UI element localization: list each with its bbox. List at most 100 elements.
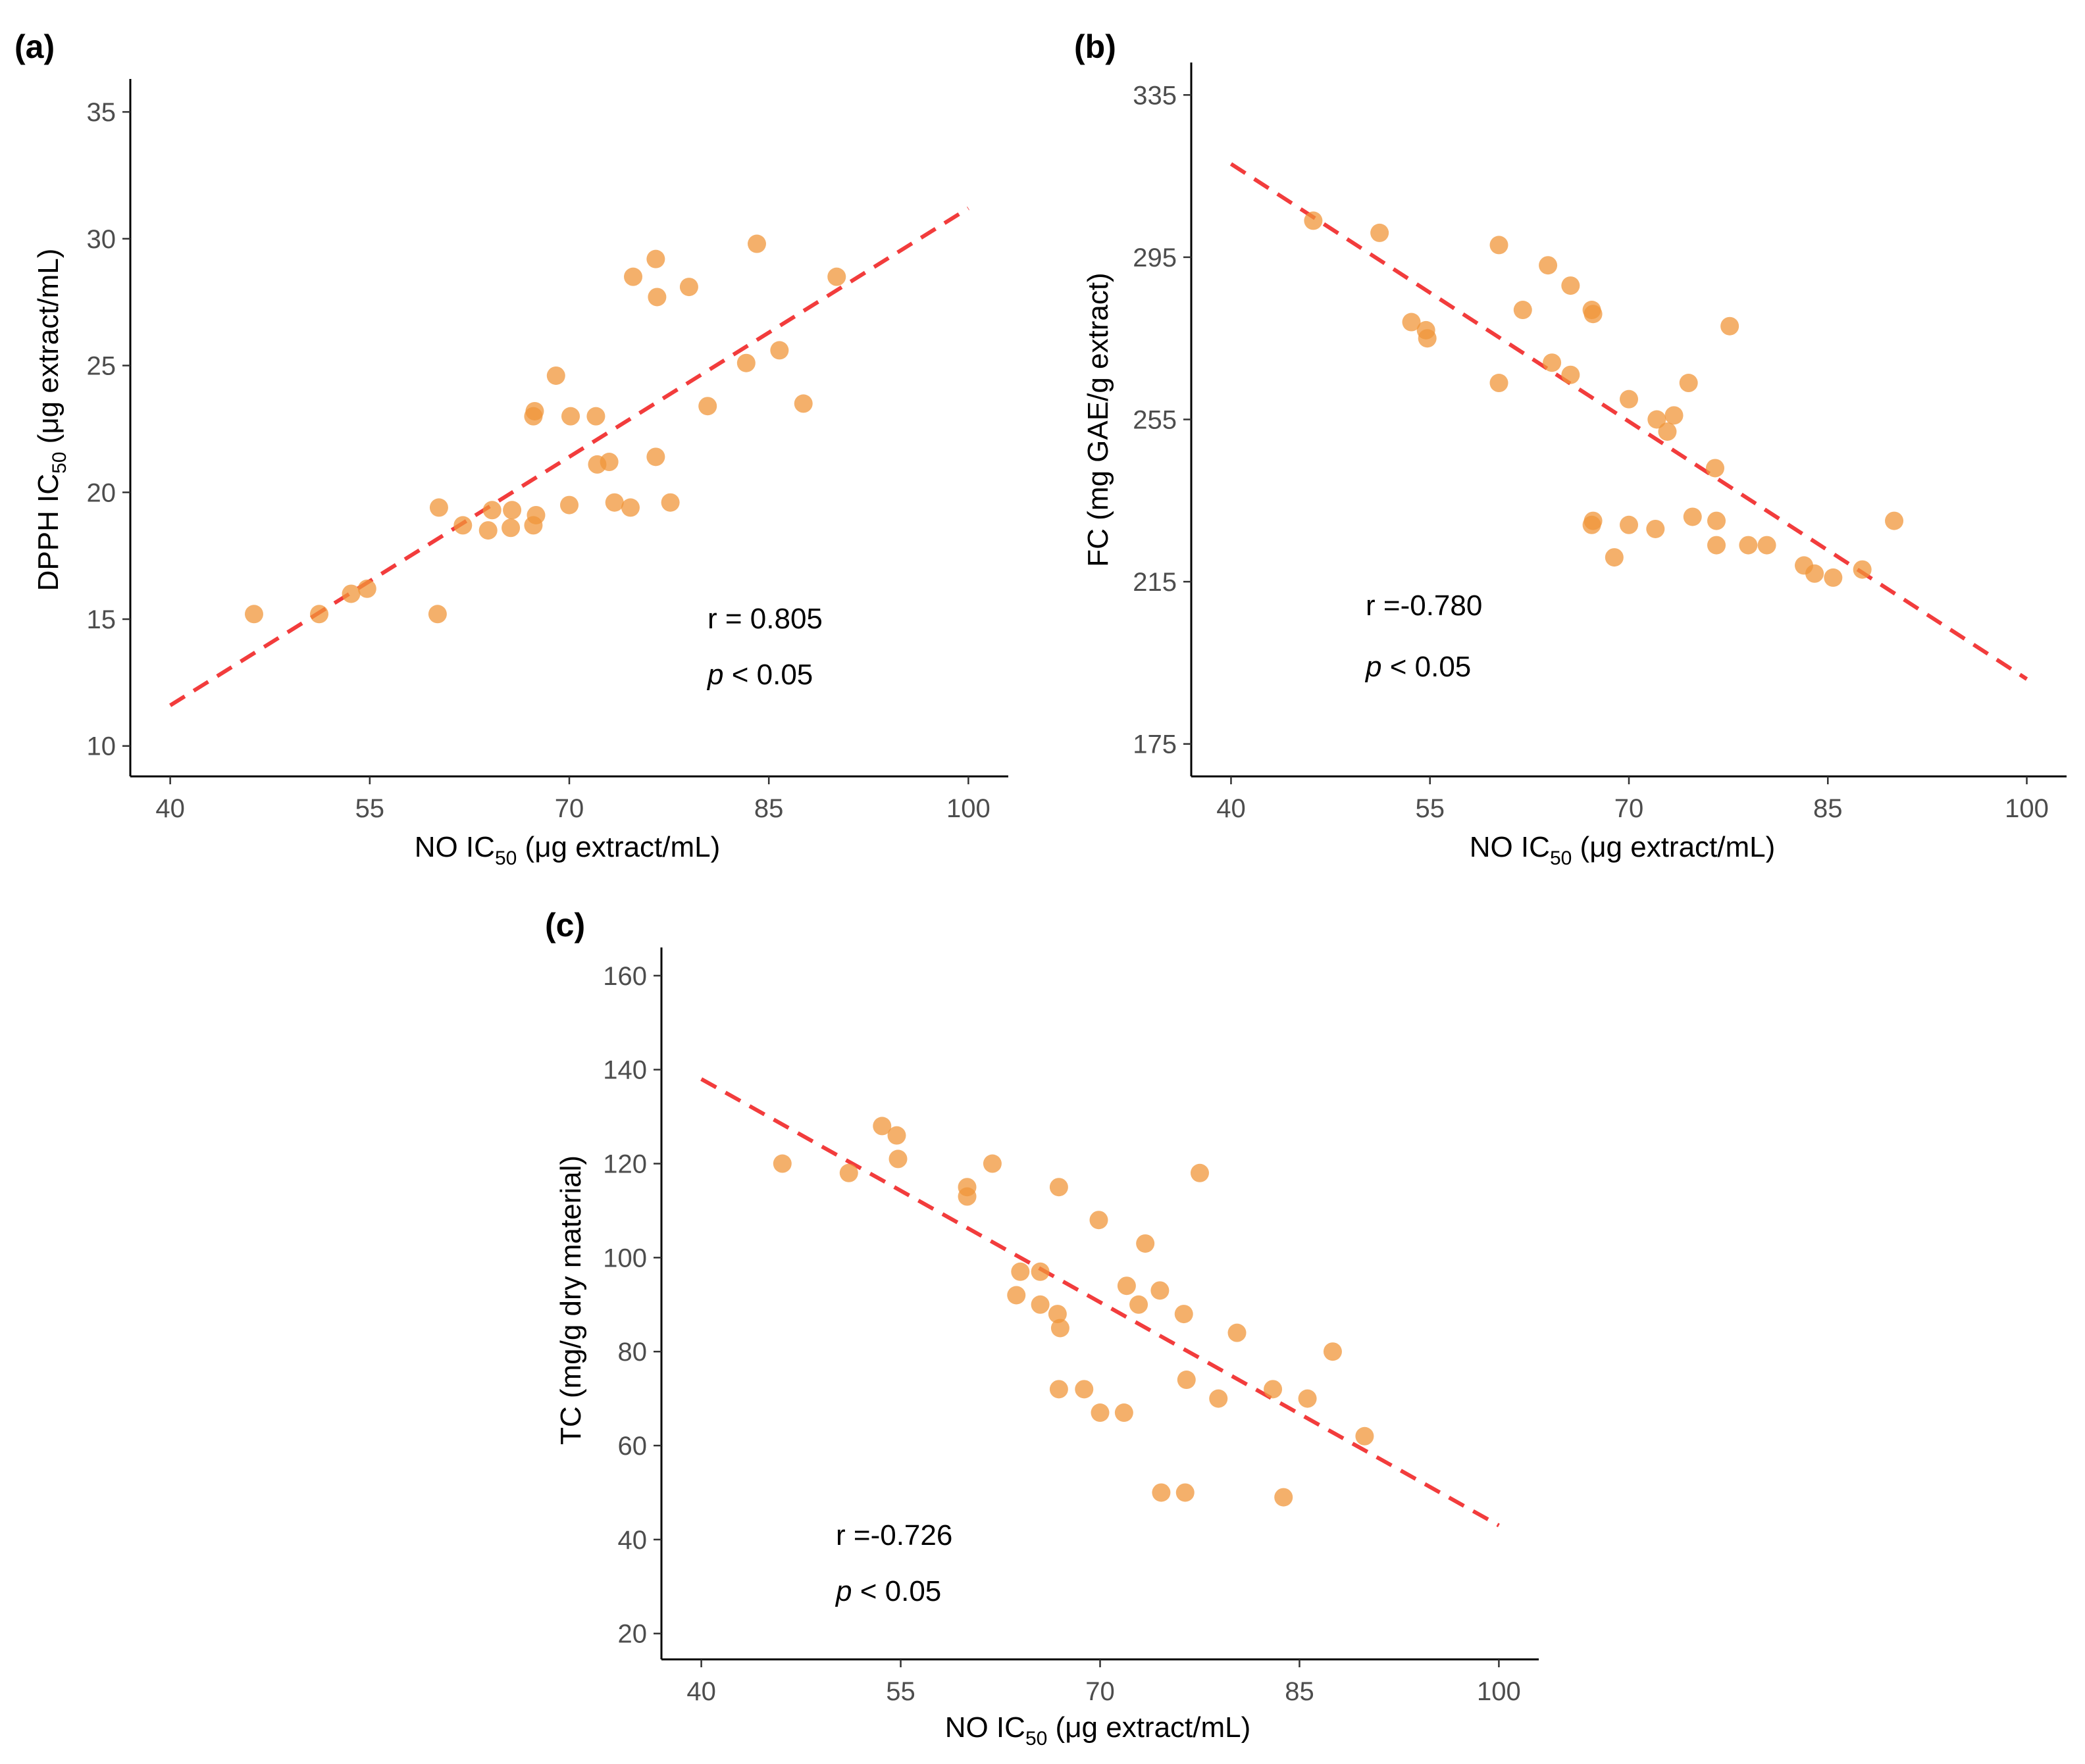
panel-a-data-point [478, 521, 498, 540]
panel-c-data-point [1190, 1163, 1209, 1182]
panel-b-y-tick-label: 255 [1133, 406, 1177, 435]
panel-a-y-axis-title: DPPH IC50 (μg extract/mL) [32, 249, 70, 592]
panel-b-data-point [1720, 316, 1739, 336]
panel-a: (a) 40 55 70 85 100 10 15 20 25 30 35 r = 0.805 p … [14, 28, 1008, 869]
panel-c-data-point [1031, 1295, 1050, 1314]
panel-c-data-point [1089, 1211, 1108, 1230]
panel-c-r-value: r =-0.726 [836, 1519, 952, 1551]
panel-c-x-tick-label: 40 [686, 1677, 716, 1706]
panel-b-x-tick-label: 55 [1415, 794, 1445, 823]
panel-c-x-tick-label: 55 [886, 1677, 915, 1706]
panel-b-y-tick-label: 215 [1133, 568, 1177, 597]
panel-b-data-point [1582, 515, 1601, 534]
panel-c-data-point [1049, 1380, 1068, 1399]
panel-a-data-point [661, 493, 680, 512]
panel-a-y-tick-label: 20 [87, 478, 116, 507]
panel-a-data-point [794, 394, 813, 413]
panel-b-data-point [1679, 374, 1698, 393]
panel-b-data-point [1885, 511, 1904, 530]
panel-a-y-tick-label: 35 [87, 98, 116, 127]
panel-c-data-point [1227, 1323, 1247, 1342]
panel-c-x-tick-label: 100 [1477, 1677, 1521, 1706]
panel-a-x-tick-label: 100 [946, 794, 991, 823]
panel-c-data-point [958, 1187, 977, 1206]
panel-b-data-point [1707, 536, 1726, 555]
panel-a-y-tick-label: 15 [87, 605, 116, 634]
panel-a-r-value: r = 0.805 [708, 603, 823, 635]
panel-b-y-tick-label: 175 [1133, 730, 1177, 759]
panel-c-y-tick-label: 80 [618, 1338, 648, 1367]
panel-b-x-axis-title: NO IC50 (μg extract/mL) [1470, 831, 1776, 869]
panel-c-regression-line [700, 1077, 1500, 1528]
panel-b-data-point [1805, 564, 1824, 583]
panel-b-data-point [1707, 511, 1726, 530]
panel-b-data-point [1705, 459, 1724, 478]
panel-b-data-point [1583, 305, 1603, 324]
panel-c-data-point [1150, 1281, 1170, 1300]
panel-c-data-point [983, 1154, 1002, 1173]
panel-a-regression-line [169, 207, 969, 707]
panel-c-y-tick-label: 20 [618, 1620, 648, 1649]
panel-a-data-point [428, 605, 447, 624]
panel-a-data-point [560, 495, 579, 515]
panel-b-data-point [1561, 365, 1580, 384]
panel-b-data-point [1658, 422, 1677, 441]
panel-b-data-point [1757, 536, 1776, 555]
panel-a-data-point [429, 498, 448, 517]
panel-c-x-axis-title: NO IC50 (μg extract/mL) [945, 1711, 1251, 1750]
panel-a-data-point [605, 493, 624, 512]
panel-a-data-point [621, 498, 640, 517]
panel-a-data-point [747, 234, 766, 253]
panel-b-data-point [1853, 560, 1872, 579]
panel-b-data-point [1304, 211, 1323, 230]
panel-c-y-tick-label: 140 [603, 1056, 647, 1085]
panel-c-data-point [1048, 1305, 1067, 1324]
panel-b-p-value: p < 0.05 [1364, 651, 1471, 683]
panel-a-data-point [503, 501, 522, 520]
panel-a-data-point [546, 366, 565, 385]
panel-c-y-tick-label: 40 [618, 1526, 648, 1555]
panel-a-p-value: p < 0.05 [706, 659, 813, 691]
panel-c-data-point [1209, 1389, 1228, 1408]
panel-a-data-point [310, 605, 329, 624]
panel-c-label: (c) [545, 907, 585, 944]
panel-a-x-tick-label: 70 [555, 794, 584, 823]
panel-b-data-point [1561, 276, 1580, 295]
panel-b-data-point [1402, 313, 1421, 332]
panel-c-data-point [1175, 1483, 1195, 1502]
panel-b-x-tick-label: 85 [1813, 794, 1843, 823]
panel-a-data-point [527, 505, 546, 524]
panel-b-r-value: r =-0.780 [1366, 590, 1482, 622]
panel-b-regression-line [1229, 162, 2028, 681]
panel-b-y-axis-title: FC (mg GAE/g extract) [1082, 272, 1114, 567]
panel-b-data-point [1664, 406, 1684, 425]
panel-c-y-tick-label: 160 [603, 962, 647, 991]
panel-a-x-tick-label: 55 [355, 794, 385, 823]
panel-a-data-point [482, 501, 502, 520]
panel-c-data-point [873, 1117, 892, 1136]
panel-c-y-tick-label: 100 [603, 1244, 647, 1273]
panel-b-x-tick-label: 40 [1216, 794, 1246, 823]
panel-a-data-point [561, 407, 580, 426]
panel-b-data-point [1418, 329, 1437, 348]
panel-b-y-tick-label: 335 [1133, 81, 1177, 110]
panel-b-data-point [1513, 301, 1532, 320]
panel-b-data-point [1489, 236, 1508, 255]
panel-c-data-point [1129, 1295, 1148, 1314]
panel-c-data-point [1298, 1389, 1317, 1408]
panel-c-data-point [1152, 1483, 1171, 1502]
panel-a-x-tick-label: 85 [754, 794, 784, 823]
panel-b-data-point [1620, 390, 1638, 409]
panel-c-data-point [1355, 1426, 1374, 1446]
panel-a-data-point [357, 579, 376, 598]
panel-a-data-point [679, 278, 698, 297]
panel-b-data-point [1620, 515, 1638, 534]
panel-a-data-point [342, 584, 361, 603]
panel-b-data-point [1370, 223, 1389, 242]
panel-a-data-point [586, 407, 605, 426]
panel-c-data-point [1136, 1234, 1155, 1253]
panel-a-data-point [624, 267, 643, 286]
panel-c-data-point [1264, 1380, 1283, 1399]
panel-c-y-tick-label: 60 [618, 1432, 648, 1461]
panel-b: (b) 40 55 70 85 100 175 215 255 295 335 r =-0.780… [1074, 28, 2067, 869]
